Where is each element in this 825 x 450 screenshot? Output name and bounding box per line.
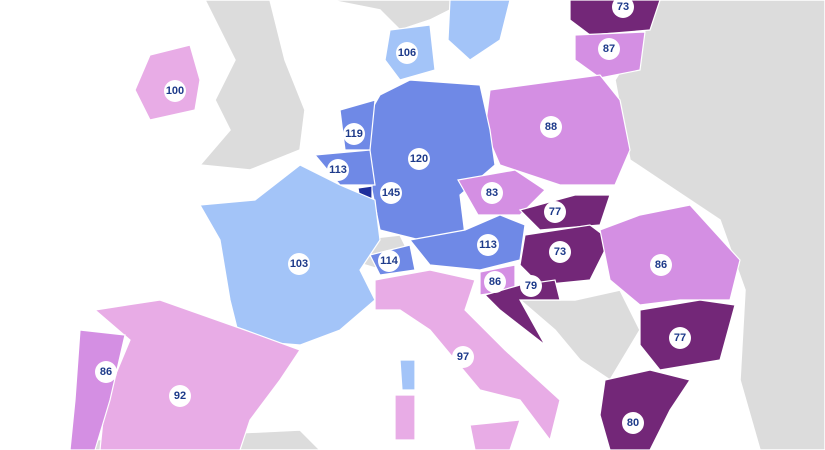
austria xyxy=(408,214,526,271)
value-label: 119 xyxy=(345,128,363,140)
label-badge xyxy=(408,148,430,170)
label-badge xyxy=(544,201,566,223)
label-badge xyxy=(396,42,418,64)
value-label: 103 xyxy=(290,258,308,270)
ireland xyxy=(134,44,201,121)
label-badge xyxy=(598,38,620,60)
label-badge xyxy=(549,241,571,263)
sweden xyxy=(447,0,511,61)
label-badge xyxy=(169,385,191,407)
value-label: 100 xyxy=(166,85,184,97)
corsica xyxy=(399,359,416,391)
value-label: 114 xyxy=(380,255,399,267)
label-badge xyxy=(650,254,672,276)
label-badge xyxy=(378,250,400,272)
label-badge xyxy=(477,234,499,256)
value-label: 80 xyxy=(627,417,639,429)
label-badge xyxy=(669,327,691,349)
norway xyxy=(329,0,471,31)
value-label: 86 xyxy=(655,259,667,271)
sardinia xyxy=(394,394,416,441)
label-badge xyxy=(327,159,349,181)
value-label: 106 xyxy=(398,47,416,59)
balkans xyxy=(517,289,641,382)
label-badge xyxy=(288,253,310,275)
value-label: 120 xyxy=(410,153,428,165)
france xyxy=(199,164,381,346)
label-badge xyxy=(164,80,186,102)
label-badge xyxy=(380,182,402,204)
value-label: 77 xyxy=(549,206,561,218)
value-label: 88 xyxy=(545,121,557,133)
label-badge xyxy=(612,0,634,18)
value-label: 86 xyxy=(100,366,112,378)
value-label: 145 xyxy=(382,187,400,199)
label-badge xyxy=(484,271,506,293)
value-label: 92 xyxy=(174,390,186,402)
value-label: 87 xyxy=(603,43,615,55)
sicily xyxy=(469,419,521,450)
value-label: 79 xyxy=(525,280,537,292)
label-badge xyxy=(622,412,644,434)
romania xyxy=(599,204,741,306)
value-label: 73 xyxy=(617,1,629,13)
uk xyxy=(198,0,306,171)
label-badge xyxy=(540,116,562,138)
greece xyxy=(599,369,691,450)
countries xyxy=(69,0,825,450)
value-label: 73 xyxy=(554,246,566,258)
label-badge xyxy=(452,346,474,368)
value-label: 83 xyxy=(486,187,498,199)
label-badge xyxy=(520,275,542,297)
value-label: 77 xyxy=(674,332,686,344)
value-label: 113 xyxy=(479,239,497,251)
label-badge xyxy=(343,123,365,145)
value-label: 113 xyxy=(329,164,347,176)
value-labels: 106 100 73 87 88 119 113 120 145 83 77 73 113 114 103 8… xyxy=(95,0,691,434)
label-badge xyxy=(95,361,117,383)
label-badge xyxy=(481,182,503,204)
portugal xyxy=(69,329,126,450)
value-label: 86 xyxy=(489,276,501,288)
value-label: 97 xyxy=(457,351,469,363)
